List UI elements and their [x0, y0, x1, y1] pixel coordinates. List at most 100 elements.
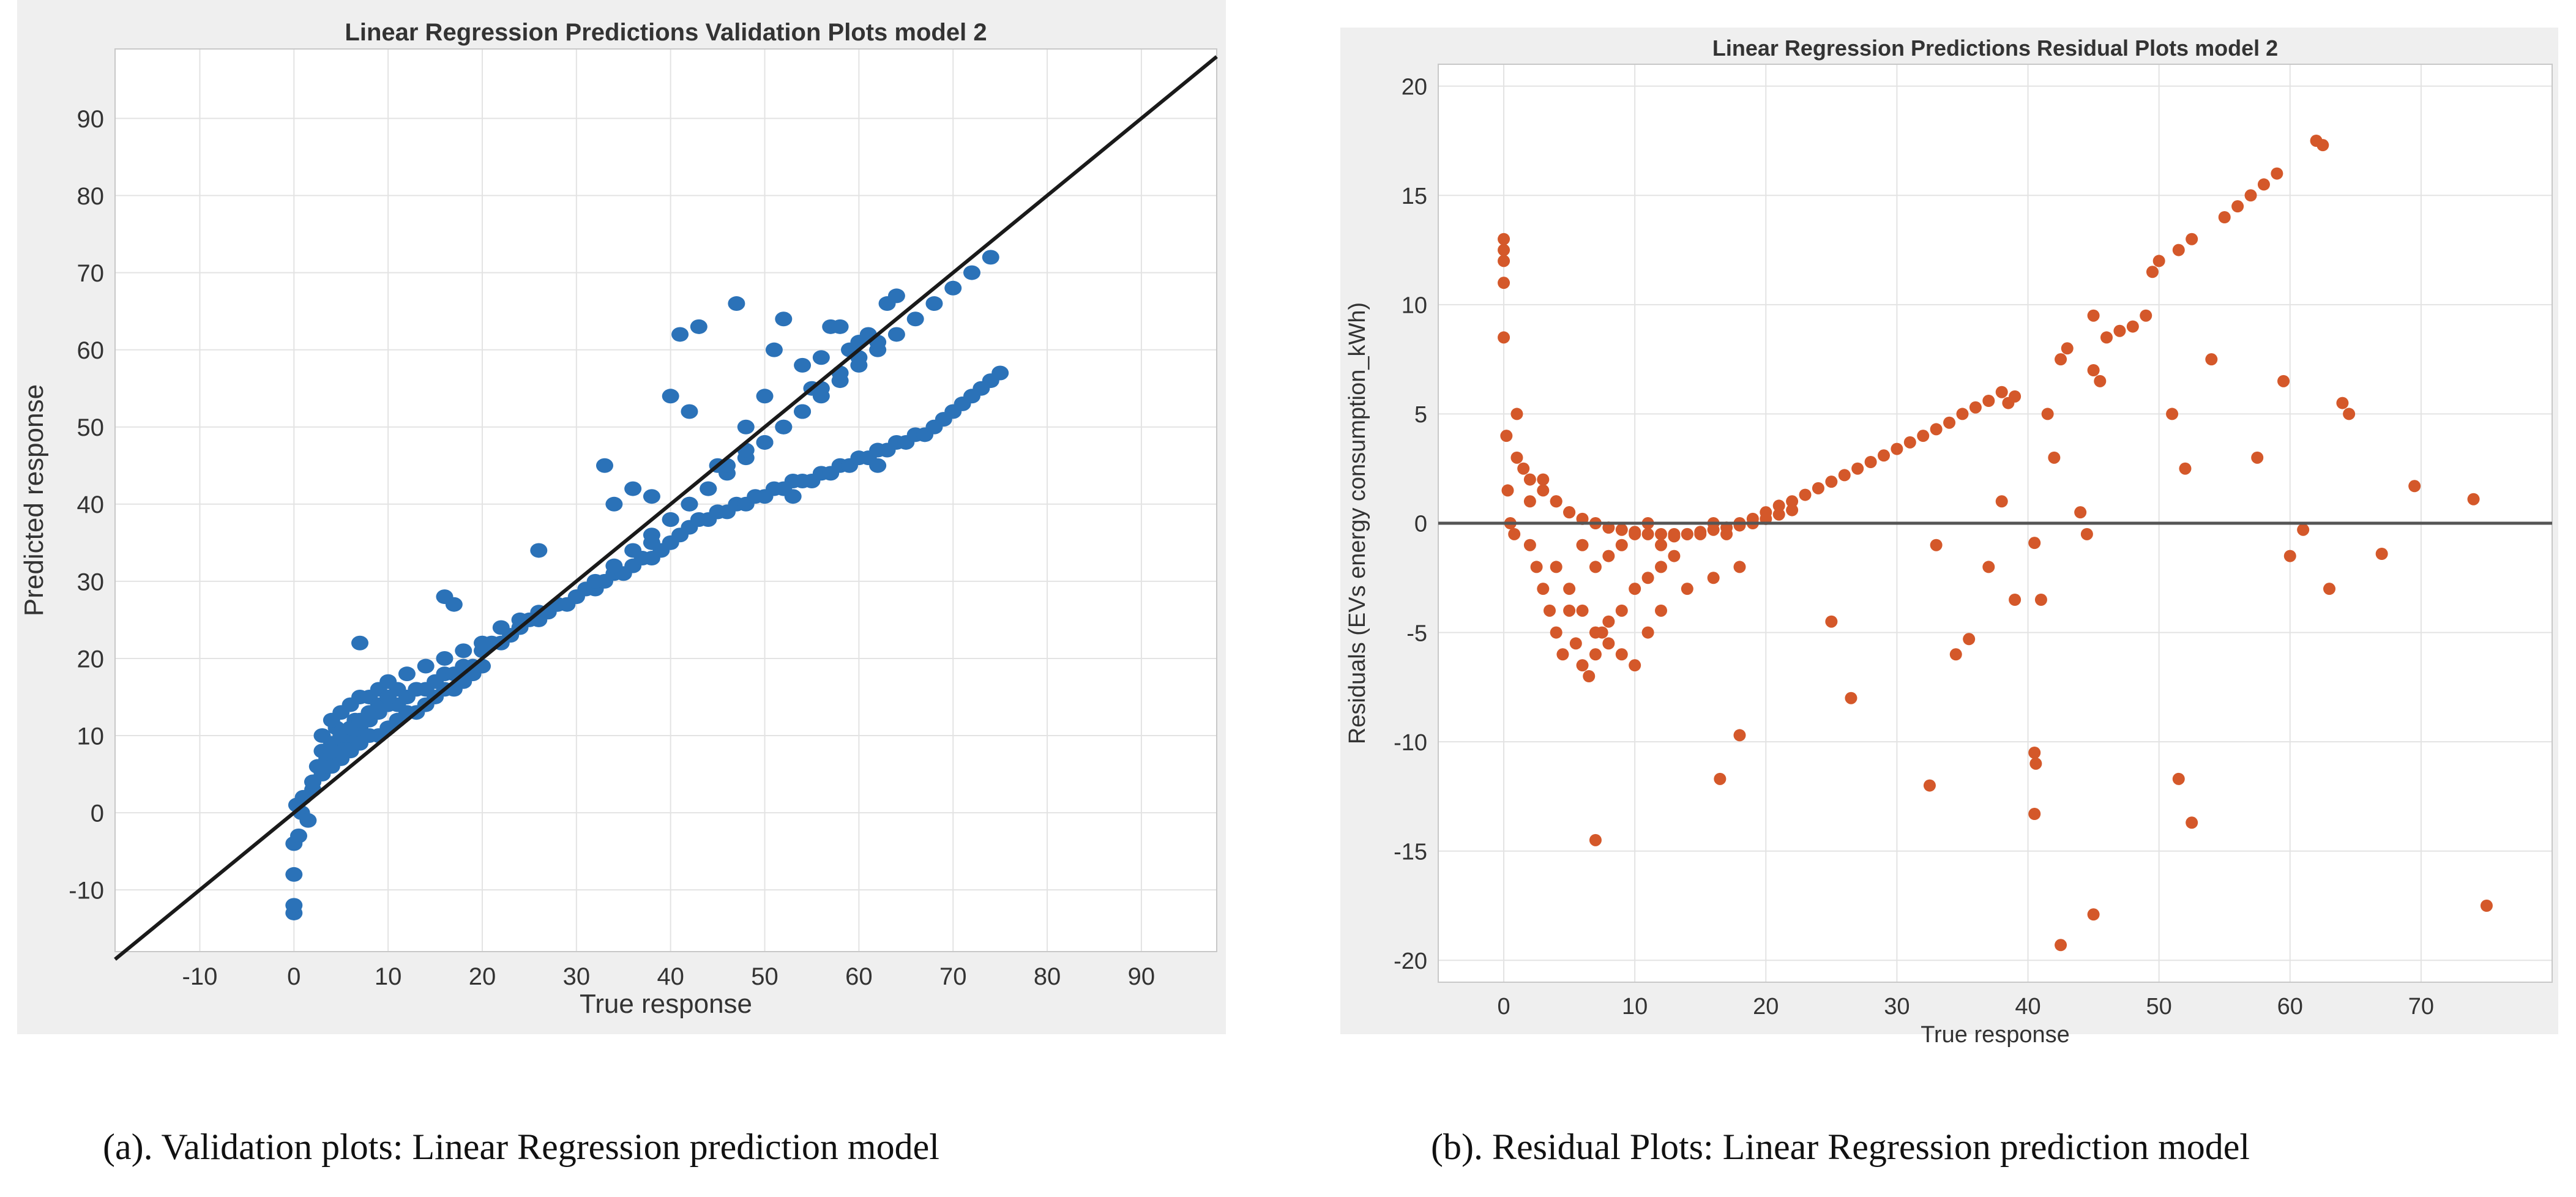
data-point — [1583, 670, 1596, 682]
x-tick-label: 50 — [751, 963, 778, 990]
data-point — [1786, 504, 1799, 516]
data-point — [445, 597, 463, 612]
data-point — [1602, 615, 1615, 628]
data-point — [1949, 648, 1962, 661]
data-point — [304, 774, 322, 789]
data-point — [756, 389, 774, 404]
x-tick-label: 60 — [2277, 994, 2303, 1020]
x-tick-label: 30 — [1884, 994, 1910, 1020]
data-point — [313, 728, 331, 744]
data-point — [389, 682, 406, 697]
data-point — [2074, 506, 2087, 519]
data-point — [681, 404, 698, 419]
data-point — [2336, 397, 2349, 409]
data-point — [474, 635, 491, 651]
data-point — [1982, 395, 1995, 407]
data-point — [1615, 539, 1628, 551]
data-point — [1655, 561, 1667, 573]
data-point — [1694, 526, 1707, 539]
data-point — [1655, 528, 1667, 540]
y-tick-label: 0 — [91, 800, 104, 827]
data-point — [290, 828, 307, 843]
data-point — [1589, 626, 1602, 639]
x-tick-label: 20 — [1753, 994, 1779, 1020]
data-point — [1523, 473, 1536, 486]
x-tick-label: 40 — [2015, 994, 2040, 1020]
data-point — [2009, 390, 2022, 403]
chart-title: Linear Regression Predictions Residual P… — [1712, 35, 2278, 61]
plot-border — [114, 48, 1217, 952]
data-point — [775, 311, 793, 327]
data-point — [1544, 604, 1556, 617]
data-point — [1772, 508, 1785, 521]
x-tick-label: 0 — [1497, 994, 1510, 1020]
data-point — [2055, 353, 2067, 366]
data-point — [2343, 408, 2356, 420]
data-point — [662, 512, 679, 528]
y-tick-label: 10 — [1402, 293, 1427, 319]
data-point — [756, 434, 774, 450]
data-point — [2323, 583, 2335, 595]
data-point — [1589, 561, 1602, 573]
data-point — [586, 573, 604, 589]
x-tick-label: 50 — [2146, 994, 2172, 1020]
data-point — [812, 350, 830, 365]
data-point — [1733, 561, 1746, 573]
y-tick-label: -5 — [1406, 621, 1427, 646]
y-axis-label: Residuals (EVs energy consumption_kWh) — [1345, 302, 1370, 744]
data-point — [2087, 309, 2100, 322]
x-tick-label: 0 — [287, 963, 301, 990]
data-point — [1501, 484, 1514, 497]
data-point — [2029, 757, 2042, 770]
data-point — [982, 250, 999, 265]
data-point — [2480, 900, 2493, 912]
data-point — [831, 319, 849, 334]
data-point — [1563, 506, 1576, 519]
data-point — [1845, 692, 1857, 704]
data-point — [1878, 449, 1890, 462]
plot-area — [115, 49, 1217, 952]
data-point — [1838, 469, 1851, 482]
data-point — [2152, 255, 2165, 267]
data-point — [1681, 583, 1693, 595]
x-tick-label: 10 — [1622, 994, 1648, 1020]
data-point — [1498, 277, 1510, 289]
data-point — [2009, 594, 2022, 606]
data-point — [1891, 442, 1903, 455]
data-point — [1563, 604, 1576, 617]
data-point — [1995, 386, 2008, 398]
data-point — [1903, 436, 1916, 449]
data-point — [887, 327, 905, 342]
y-tick-label: 5 — [1414, 402, 1427, 428]
data-point — [1641, 528, 1654, 540]
data-point — [1602, 550, 1615, 562]
data-point — [681, 496, 698, 512]
y-tick-label: 15 — [1402, 184, 1427, 209]
data-point — [596, 458, 613, 473]
x-tick-label: 20 — [469, 963, 496, 990]
x-tick-label: -10 — [182, 963, 218, 990]
data-point — [2257, 178, 2270, 191]
data-point — [285, 898, 303, 913]
data-point — [1498, 255, 1510, 267]
data-point — [299, 813, 317, 828]
data-point — [1615, 648, 1628, 661]
data-point — [1629, 659, 1641, 672]
data-point — [398, 666, 416, 682]
data-point — [1799, 488, 1812, 501]
data-point — [2048, 451, 2061, 464]
data-point — [1576, 659, 1589, 672]
data-point — [2283, 550, 2296, 562]
data-point — [455, 643, 472, 658]
data-point — [2061, 342, 2074, 355]
data-point — [1969, 401, 1982, 414]
data-point — [1537, 473, 1550, 486]
data-point — [2055, 939, 2067, 952]
data-point — [671, 327, 689, 342]
x-tick-label: 40 — [657, 963, 684, 990]
data-point — [1576, 604, 1589, 617]
x-tick-label: 70 — [2408, 994, 2434, 1020]
data-point — [2271, 167, 2283, 180]
y-tick-label: -10 — [1394, 730, 1427, 756]
data-point — [794, 404, 812, 419]
